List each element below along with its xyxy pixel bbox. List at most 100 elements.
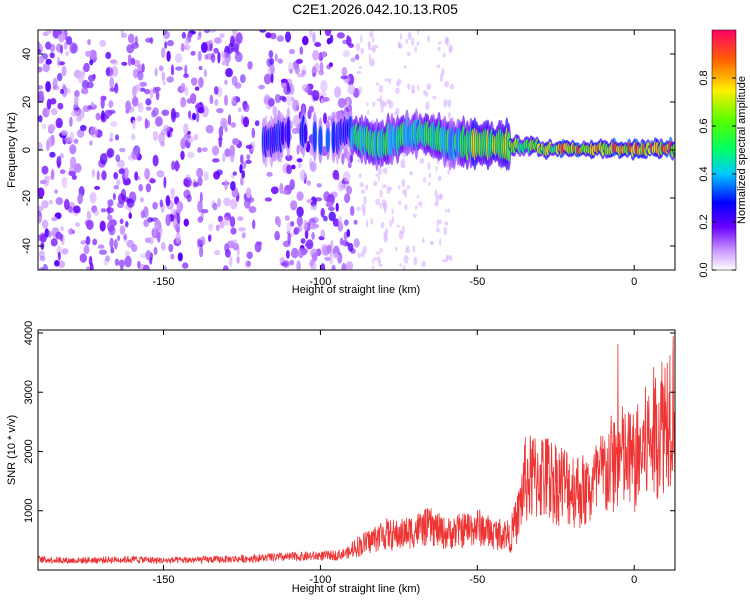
noise-blob <box>92 74 96 79</box>
noise-blob <box>336 32 345 39</box>
noise-blob <box>445 209 448 213</box>
noise-blob <box>223 197 231 207</box>
noise-blob <box>38 66 43 73</box>
noise-blob <box>335 202 339 212</box>
noise-blob <box>296 206 304 218</box>
noise-blob <box>234 51 243 63</box>
noise-blob <box>95 112 101 121</box>
noise-blob <box>154 67 158 77</box>
noise-blob <box>174 111 180 118</box>
noise-blob <box>193 181 199 188</box>
noise-blob <box>38 142 43 151</box>
noise-blob <box>229 198 238 210</box>
noise-blob <box>231 96 237 106</box>
noise-blob <box>412 245 416 254</box>
signal-core <box>286 116 291 149</box>
noise-blob <box>340 75 348 80</box>
noise-blob <box>447 208 451 214</box>
noise-blob <box>343 171 351 183</box>
noise-blob <box>434 189 438 198</box>
noise-blob <box>199 236 206 247</box>
noise-blob <box>57 102 64 110</box>
noise-blob <box>197 50 202 62</box>
noise-blob <box>285 31 291 43</box>
noise-blob <box>362 211 366 217</box>
y-tick-label: 2000 <box>23 439 35 463</box>
noise-blob <box>132 119 136 130</box>
noise-blob <box>152 154 159 167</box>
noise-blob <box>388 78 392 85</box>
noise-blob <box>109 237 114 249</box>
noise-blob <box>68 170 77 177</box>
noise-blob <box>324 256 331 261</box>
noise-blob <box>228 255 233 268</box>
noise-blob <box>110 247 115 254</box>
noise-blob <box>108 100 114 109</box>
noise-blob <box>209 94 214 105</box>
noise-blob <box>210 52 216 63</box>
noise-blob <box>107 214 113 221</box>
colorbar-ticks: 0.0 0.2 0.4 0.6 0.8 <box>698 70 736 278</box>
noise-blob <box>197 216 204 223</box>
noise-blob <box>219 33 225 38</box>
noise-blob <box>307 109 312 120</box>
noise-blob <box>342 50 350 58</box>
noise-blob <box>449 83 455 90</box>
noise-blob <box>312 31 316 43</box>
noise-blob <box>60 44 63 55</box>
noise-blob <box>360 189 366 194</box>
noise-blob <box>438 193 444 199</box>
noise-blob <box>341 239 349 247</box>
noise-blob <box>291 164 296 170</box>
noise-blob <box>195 112 200 123</box>
noise-blob <box>41 200 49 209</box>
noise-blob <box>407 83 411 90</box>
x-tick-label: 0 <box>631 276 637 288</box>
noise-blob <box>232 138 240 146</box>
noise-blob <box>447 168 451 175</box>
noise-blob <box>162 81 166 86</box>
noise-blob <box>316 183 322 188</box>
noise-blob <box>359 182 365 188</box>
noise-blob <box>125 100 131 112</box>
noise-blob <box>379 264 383 268</box>
noise-blob <box>50 169 55 181</box>
noise-blob <box>134 171 139 181</box>
noise-blob <box>370 58 375 67</box>
noise-blob <box>244 197 251 209</box>
noise-blob <box>308 30 313 38</box>
noise-blob <box>57 30 63 35</box>
noise-blob <box>180 42 185 52</box>
noise-blob <box>365 184 369 191</box>
noise-blob <box>229 216 236 228</box>
noise-blob <box>375 45 379 49</box>
noise-blob <box>175 232 181 244</box>
noise-blob <box>373 180 378 187</box>
noise-blob <box>199 246 203 252</box>
noise-blob <box>421 260 426 267</box>
noise-blob <box>160 141 166 147</box>
noise-blob <box>391 208 394 215</box>
noise-blob <box>306 180 311 186</box>
noise-blob <box>274 230 280 241</box>
noise-blob <box>105 51 112 60</box>
y-tick-label: 4000 <box>23 321 35 345</box>
noise-blob <box>372 36 375 43</box>
noise-blob <box>353 238 360 248</box>
noise-blob <box>116 179 121 186</box>
x-tick-label: -50 <box>469 574 485 586</box>
noise-blob <box>183 134 189 140</box>
noise-blob <box>301 84 310 92</box>
noise-blob <box>432 95 437 100</box>
noise-blob <box>161 109 170 116</box>
noise-blob <box>237 107 242 113</box>
noise-blob <box>139 253 147 259</box>
noise-blob <box>180 82 186 93</box>
noise-blob <box>77 71 85 83</box>
noise-blob <box>69 42 77 54</box>
noise-blob <box>286 94 292 107</box>
noise-blob <box>341 66 348 77</box>
noise-blob <box>276 35 285 42</box>
noise-blob <box>170 189 175 200</box>
noise-blob <box>65 51 70 56</box>
